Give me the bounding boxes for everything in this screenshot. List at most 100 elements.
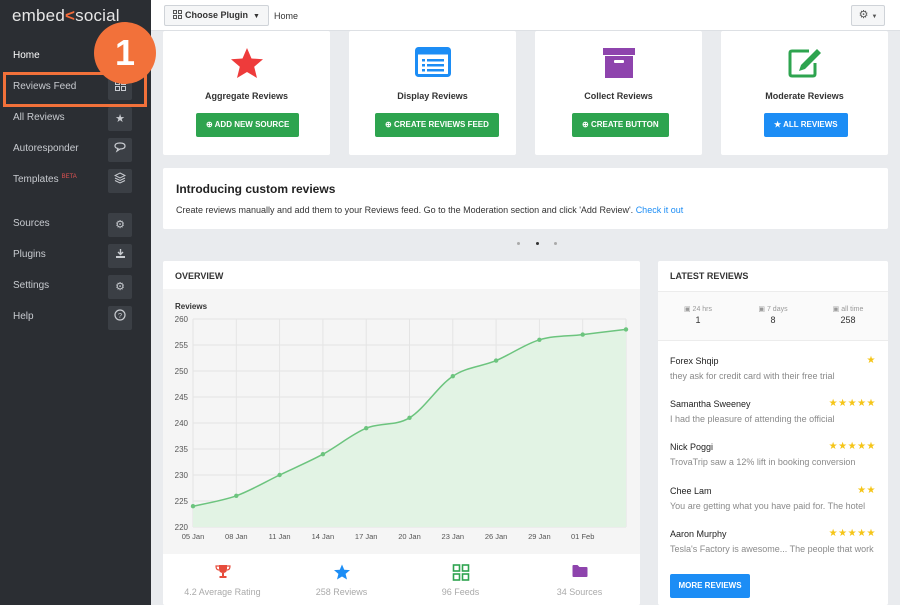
- x-tick-label: 01 Feb: [571, 532, 594, 541]
- calendar-icon: ▣: [683, 306, 693, 313]
- sidebar-item-label: Templates BETA: [13, 174, 77, 185]
- intro-title: Introducing custom reviews: [176, 182, 336, 196]
- sidebar-item-label: Reviews Feed: [13, 81, 77, 92]
- sidebar-item-plugins[interactable]: Plugins: [0, 241, 151, 271]
- settings-menu-button[interactable]: ⚙ ▼: [851, 5, 885, 26]
- calendar-icon: ▣: [832, 306, 842, 313]
- review-text: Tesla's Factory is awesome... The people…: [670, 544, 874, 554]
- star-rating: ★★: [857, 485, 876, 496]
- period-label-text: 24 hrs: [692, 306, 713, 313]
- gear-icon: ⚙: [858, 9, 869, 21]
- logo-text-suffix: social: [75, 6, 120, 25]
- card-title: Display Reviews: [397, 91, 468, 101]
- period-stats: ▣ 24 hrs 1 ▣ 7 days 8 ▣ all time 258: [658, 291, 888, 341]
- gear-icon: ⚙: [108, 213, 132, 237]
- create-reviews-feed-button[interactable]: ⊕ CREATE REVIEWS FEED: [375, 113, 499, 137]
- review-item[interactable]: Samantha Sweeney ★★★★★ I had the pleasur…: [670, 398, 876, 437]
- sidebar-item-help[interactable]: Help ?: [0, 303, 151, 333]
- series-area-fill: [193, 329, 626, 527]
- star-rating: ★★★★★: [828, 398, 876, 409]
- button-label: CREATE REVIEWS FEED: [393, 120, 489, 129]
- data-point: [277, 472, 282, 478]
- x-tick-label: 08 Jan: [225, 532, 248, 541]
- caret-down-icon: ▼: [253, 13, 260, 20]
- sidebar-item-label: Home: [13, 50, 40, 61]
- stat-label: 34 Sources: [556, 587, 603, 597]
- grid-icon: [452, 564, 469, 586]
- sidebar-item-autoresponder[interactable]: Autoresponder: [0, 135, 151, 165]
- plus-icon: ⊕: [385, 120, 394, 129]
- sidebar-item-settings[interactable]: Settings ⚙: [0, 272, 151, 302]
- grid-icon: [173, 10, 182, 19]
- data-point: [190, 504, 196, 509]
- review-text: they ask for credit card with their free…: [670, 371, 835, 381]
- check-it-out-link[interactable]: Check it out: [635, 205, 684, 215]
- calendar-icon: ▣: [758, 306, 767, 313]
- latest-reviews-title: LATEST REVIEWS: [670, 271, 749, 281]
- x-tick-label: 20 Jan: [398, 532, 421, 541]
- card-title: Moderate Reviews: [765, 91, 844, 101]
- period-label-text: all time: [841, 306, 864, 313]
- period-value: 1: [695, 315, 701, 325]
- folder-icon: [571, 564, 588, 583]
- button-label: ADD NEW SOURCE: [214, 120, 290, 129]
- x-tick-label: 23 Jan: [442, 532, 465, 541]
- period-value: 8: [770, 315, 776, 325]
- carousel-dot[interactable]: [554, 242, 557, 245]
- reviews-chart: Reviews 220 225 230 235 240 245 250 255 260 05 Jan…: [175, 302, 629, 541]
- all-reviews-button[interactable]: ★ ALL REVIEWS: [764, 113, 848, 137]
- carousel-dot[interactable]: [517, 242, 520, 245]
- review-item[interactable]: Chee Lam ★★ You are getting what you hav…: [670, 485, 876, 524]
- list-window-icon: [414, 47, 451, 82]
- review-item[interactable]: Forex Shqip ★ they ask for credit card w…: [670, 355, 876, 394]
- review-text: I had the pleasure of attending the offi…: [670, 414, 835, 424]
- sidebar-item-label: All Reviews: [13, 112, 65, 123]
- data-point: [320, 452, 326, 457]
- add-new-source-button[interactable]: ⊕ ADD NEW SOURCE: [196, 113, 300, 137]
- y-tick-label: 220: [175, 523, 189, 532]
- intro-text: Create reviews manually and add them to …: [176, 205, 683, 215]
- overview-title: OVERVIEW: [175, 271, 224, 281]
- intro-body: Create reviews manually and add them to …: [176, 205, 634, 215]
- review-item[interactable]: Aaron Murphy ★★★★★ Tesla's Factory is aw…: [670, 528, 876, 567]
- card-title: Collect Reviews: [584, 91, 653, 101]
- sidebar-item-home[interactable]: Home: [0, 42, 151, 72]
- beta-badge: BETA: [61, 174, 77, 180]
- sidebar-item-all-reviews[interactable]: All Reviews ★: [0, 104, 151, 134]
- logo-text-prefix: embed: [12, 6, 65, 25]
- star-rating: ★★★★★: [828, 441, 876, 452]
- display-reviews-card: Display Reviews ⊕ CREATE REVIEWS FEED: [349, 31, 516, 155]
- stat-label: 258 Reviews: [315, 587, 368, 597]
- breadcrumb[interactable]: Home: [274, 11, 299, 21]
- more-reviews-button[interactable]: MORE REVIEWS: [670, 574, 750, 598]
- sidebar-item-sources[interactable]: Sources ⚙: [0, 210, 151, 240]
- period-all-time: ▣ all time 258: [810, 305, 886, 325]
- data-point: [537, 337, 542, 342]
- card-title: Aggregate Reviews: [204, 91, 289, 101]
- y-tick-label: 260: [175, 315, 189, 324]
- intro-card: Introducing custom reviews Create review…: [163, 168, 888, 229]
- review-item[interactable]: Nick Poggi ★★★★★ TrovaTrip saw a 12% lif…: [670, 441, 876, 480]
- sidebar-item-templates[interactable]: Templates BETA: [0, 166, 151, 196]
- edit-icon: [787, 47, 823, 84]
- aggregate-reviews-card: Aggregate Reviews ⊕ ADD NEW SOURCE: [163, 31, 330, 155]
- brand-logo[interactable]: embed<social: [12, 6, 120, 26]
- highlight-box: [3, 72, 147, 107]
- y-tick-label: 240: [175, 419, 189, 428]
- x-tick-label: 29 Jan: [528, 532, 551, 541]
- review-text: TrovaTrip saw a 12% lift in booking conv…: [670, 457, 856, 467]
- collect-reviews-card: Collect Reviews ⊕ CREATE BUTTON: [535, 31, 702, 155]
- create-button-button[interactable]: ⊕ CREATE BUTTON: [572, 113, 669, 137]
- star-icon: ★: [774, 120, 784, 129]
- star-icon: [230, 47, 264, 84]
- stat-label: 4.2 Average Rating: [184, 587, 261, 597]
- choose-plugin-button[interactable]: Choose Plugin ▼: [164, 5, 269, 26]
- layers-icon: [108, 169, 132, 193]
- carousel-dot-active[interactable]: [536, 242, 539, 245]
- period-label: ▣ 7 days: [735, 305, 811, 313]
- button-label: ALL REVIEWS: [783, 120, 838, 129]
- svg-text:?: ?: [118, 311, 122, 320]
- review-text: You are getting what you have paid for. …: [670, 501, 866, 511]
- star-icon: ★: [108, 107, 132, 131]
- sidebar-item-label: Help: [13, 311, 34, 322]
